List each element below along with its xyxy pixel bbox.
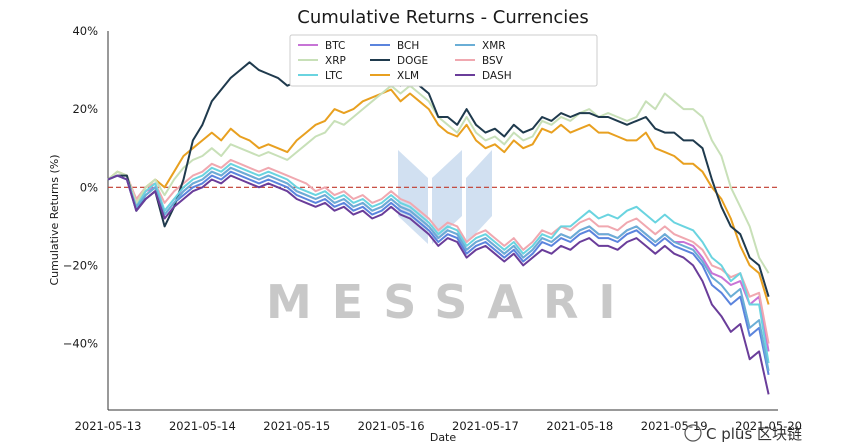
messari-logo-icon [398, 150, 492, 244]
x-tick-label: 2021-05-18 [546, 419, 613, 433]
x-tick-label: 2021-05-16 [358, 419, 425, 433]
series-line-xlm [107, 88, 770, 305]
legend-label-xrp: XRP [325, 55, 346, 67]
legend-label-btc: BTC [325, 40, 345, 52]
y-tick-label: −40% [63, 337, 98, 351]
legend-label-bch: BCH [397, 40, 419, 52]
x-tick-label: 2021-05-14 [169, 419, 236, 433]
legend-label-xmr: XMR [482, 40, 506, 52]
wechat-icon [684, 424, 702, 442]
series-line-xmr [107, 166, 770, 372]
legend: BTC XRP LTC BCH DOGE XLM XMR BSV DASH [289, 34, 598, 87]
legend-label-bsv: BSV [482, 55, 504, 67]
series-lines [107, 61, 770, 395]
footer-brand: C plus 区块链 [684, 424, 802, 443]
legend-label-ltc: LTC [325, 70, 343, 82]
y-tick-label: 40% [72, 24, 98, 38]
x-axis-title: Date [430, 431, 457, 444]
footer-text: C plus 区块链 [706, 425, 802, 443]
legend-box [289, 34, 598, 87]
series-line-bch [107, 170, 770, 375]
watermark-text: MESSARI [266, 275, 636, 329]
legend-label-dash: DASH [482, 70, 512, 82]
series-line-bsv [107, 158, 770, 344]
y-tick-label: −20% [63, 258, 98, 272]
series-line-doge [107, 61, 770, 297]
y-tick-label: 0% [80, 180, 98, 194]
series-line-ltc [107, 162, 770, 364]
x-tick-label: 2021-05-20 [735, 419, 802, 433]
x-tick-label: 2021-05-19 [641, 419, 708, 433]
y-axis-title: Cumulative Returns (%) [48, 154, 61, 285]
legend-label-doge: DOGE [397, 55, 428, 67]
x-tick-label: 2021-05-13 [75, 419, 142, 433]
x-tick-label: 2021-05-17 [452, 419, 519, 433]
series-line-dash [107, 174, 770, 395]
x-tick-label: 2021-05-15 [263, 419, 330, 433]
y-tick-labels: 40% 20% 0% −20% −40% [63, 24, 98, 351]
x-tick-labels: 2021-05-13 2021-05-14 2021-05-15 2021-05-16… [75, 419, 802, 433]
legend-label-xlm: XLM [397, 70, 419, 82]
chart-title: Cumulative Returns - Currencies [297, 7, 588, 28]
y-tick-label: 20% [72, 102, 98, 116]
